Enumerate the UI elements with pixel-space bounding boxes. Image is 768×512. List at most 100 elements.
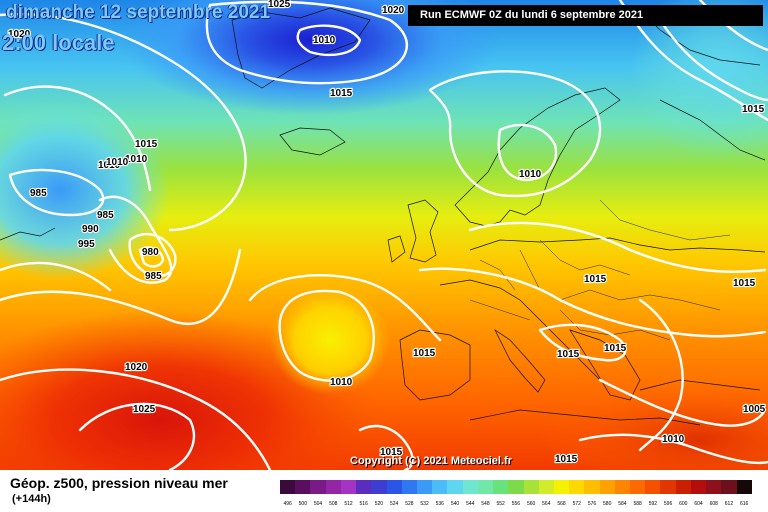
pressure-label: 990 — [82, 224, 99, 235]
pressure-label: 1015 — [555, 454, 578, 465]
pressure-label: 1010 — [330, 377, 353, 388]
color-scale-swatch — [523, 480, 539, 494]
color-scale-swatch — [340, 480, 357, 494]
color-scale-swatch — [477, 480, 494, 494]
color-scale-tick-label: 504 — [313, 501, 323, 507]
pressure-label: 1025 — [268, 0, 291, 10]
pressure-label: 985 — [145, 271, 162, 282]
color-scale-tick-label: 564 — [542, 501, 551, 507]
color-scale-swatch — [508, 480, 524, 494]
color-scale-tick-label: 556 — [511, 501, 521, 507]
pressure-label: 1010 — [519, 169, 542, 180]
pressure-label: 1015 — [413, 348, 436, 359]
color-scale-swatch — [416, 480, 433, 494]
color-scale-swatch — [599, 480, 615, 494]
color-scale-tick-label: 572 — [572, 501, 581, 507]
color-scale-swatch — [310, 480, 326, 494]
color-scale-tick-label: 500 — [298, 501, 307, 507]
color-scale-swatch — [675, 480, 691, 494]
color-scale-swatch — [493, 480, 509, 494]
high-geopotential-southeast — [540, 380, 768, 470]
color-scale-tick-label: 548 — [481, 501, 490, 507]
color-scale-swatch — [371, 480, 387, 494]
pressure-label: 1025 — [133, 404, 156, 415]
color-scale-swatch — [706, 480, 722, 494]
pressure-label: 1020 — [382, 5, 405, 16]
color-scale-tick-label: 592 — [648, 501, 658, 507]
color-scale-tick-label: 532 — [420, 501, 429, 507]
pressure-label: 1010 — [313, 35, 336, 46]
color-scale-ticks: 496 500 504 508 512 516 520 524 528 532 536 540 544 5… — [280, 501, 752, 507]
color-scale-swatch — [584, 480, 600, 494]
pressure-label: 1020 — [8, 29, 31, 40]
pressure-label: 1010 — [106, 157, 129, 168]
color-scale-tick-label: 540 — [450, 501, 460, 507]
color-scale-swatch — [645, 480, 661, 494]
color-scale-swatch — [630, 480, 646, 494]
pressure-label: 1005 — [743, 404, 766, 415]
color-scale-swatch — [280, 480, 296, 494]
country-borders — [469, 199, 731, 341]
pressure-label: 1015 — [742, 104, 765, 115]
pressure-label: 1015 — [380, 447, 403, 458]
color-scale-swatch — [295, 480, 311, 494]
pressure-label: 1015 — [330, 88, 353, 99]
color-scale-swatch — [462, 480, 478, 494]
color-scale-tick-label: 528 — [405, 501, 414, 507]
color-scale-swatch — [401, 480, 417, 494]
color-scale-tick-label: 608 — [709, 501, 718, 507]
pressure-label: 985 — [97, 210, 114, 221]
low-geopotential-northwest — [120, 0, 500, 115]
pressure-label: 1015 — [604, 343, 627, 354]
color-scale-swatch — [432, 480, 448, 494]
color-scale-tick-label: 520 — [374, 501, 384, 507]
color-scale-tick-label: 536 — [435, 501, 444, 507]
legend-title: Géop. z500, pression niveau mer — [10, 475, 228, 491]
pressure-label: 980 — [142, 247, 159, 258]
color-scale-swatch — [538, 480, 554, 494]
legend-bar: Géop. z500, pression niveau mer (+144h) … — [0, 470, 768, 512]
forecast-date: dimanche 12 septembre 2021 — [6, 2, 271, 23]
color-scale-tick-label: 604 — [694, 501, 703, 507]
color-scale-tick-label: 544 — [466, 501, 475, 507]
color-scale-tick-label: 612 — [724, 501, 734, 507]
copyright: Copyright (C) 2021 Meteociel.fr — [350, 455, 512, 467]
weather-map: 1025 1020 1010 1020 1015 1015 1010 1010 … — [0, 0, 768, 470]
color-scale-swatch — [325, 480, 341, 494]
forecast-lead-time: (+144h) — [12, 493, 51, 505]
color-scale-tick-label: 508 — [329, 501, 338, 507]
color-scale-swatch — [690, 480, 707, 494]
color-scale — [280, 480, 752, 494]
pressure-label: 1015 — [557, 349, 580, 360]
color-scale-swatch — [660, 480, 676, 494]
color-scale-tick-label: 516 — [359, 501, 368, 507]
forecast-chart: 1025 1020 1010 1020 1015 1015 1010 1010 … — [0, 0, 768, 470]
color-scale-tick-label: 580 — [603, 501, 612, 507]
color-scale-tick-label: 512 — [344, 501, 353, 507]
cutoff-low-iberia — [270, 285, 390, 395]
pressure-labels: 1025 1020 1010 1020 1015 1015 1010 1010 … — [7, 0, 767, 466]
pressure-label: 1020 — [125, 362, 148, 373]
pressure-label: 1015 — [584, 274, 607, 285]
pressure-label: 995 — [78, 239, 95, 250]
color-scale-tick-label: 596 — [663, 501, 673, 507]
color-scale-tick-label: 552 — [496, 501, 505, 507]
pressure-label: 1010 — [662, 434, 685, 445]
color-scale-tick-label: 616 — [740, 501, 749, 507]
color-scale-swatch — [447, 480, 463, 494]
color-scale-tick-label: 576 — [587, 501, 597, 507]
isobars — [0, 0, 768, 470]
color-scale-tick-label: 560 — [526, 501, 536, 507]
forecast-time: 2:00 locale — [2, 30, 115, 55]
pressure-label: 1010 — [125, 154, 148, 165]
color-scale-tick-label: 588 — [633, 501, 642, 507]
color-scale-tick-label: 568 — [557, 501, 566, 507]
color-scale-swatch — [356, 480, 372, 494]
color-scale-tick-label: 600 — [679, 501, 688, 507]
color-scale-swatch — [386, 480, 402, 494]
color-scale-tick-label: 584 — [618, 501, 627, 507]
model-run-info: Run ECMWF 0Z du lundi 6 septembre 2021 — [408, 5, 763, 26]
coastlines — [0, 7, 766, 426]
color-scale-swatch — [569, 480, 585, 494]
color-scale-tick-label: 496 — [283, 501, 292, 507]
